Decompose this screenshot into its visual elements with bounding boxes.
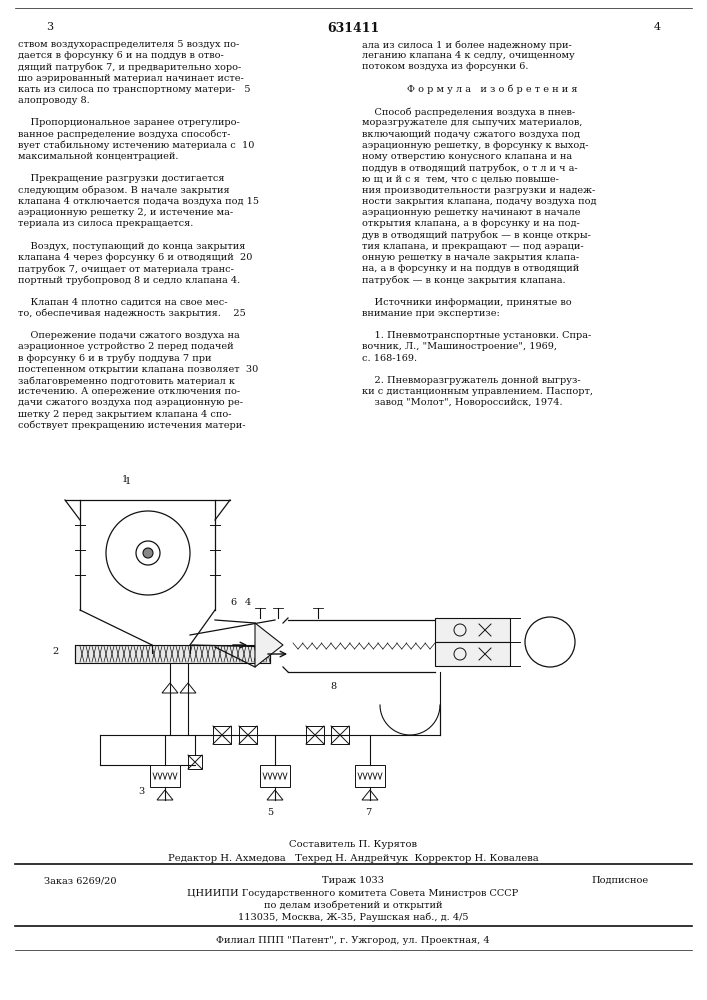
Text: 3: 3 bbox=[47, 22, 54, 32]
Text: вочник, Л., "Машиностроение", 1969,: вочник, Л., "Машиностроение", 1969, bbox=[362, 342, 557, 351]
Polygon shape bbox=[255, 623, 283, 667]
Bar bbox=[260, 765, 290, 787]
Text: леганию клапана 4 к седлу, очищенному: леганию клапана 4 к седлу, очищенному bbox=[362, 51, 575, 60]
Text: 1: 1 bbox=[122, 475, 128, 484]
Text: 5: 5 bbox=[267, 808, 273, 817]
Text: Источники информации, принятые во: Источники информации, принятые во bbox=[362, 298, 572, 307]
Bar bbox=[435, 642, 510, 666]
Text: онную решетку в начале закрытия клапа-: онную решетку в начале закрытия клапа- bbox=[362, 253, 579, 262]
Text: аэрационную решетку начинают в начале: аэрационную решетку начинают в начале bbox=[362, 208, 580, 217]
Text: Прекращение разгрузки достигается: Прекращение разгрузки достигается bbox=[18, 174, 225, 183]
Text: Редактор Н. Ахмедова   Техред Н. Андрейчук  Корректор Н. Ковалева: Редактор Н. Ахмедова Техред Н. Андрейчук… bbox=[168, 854, 538, 863]
Text: Способ распределения воздуха в пнев-: Способ распределения воздуха в пнев- bbox=[362, 107, 575, 117]
Bar bbox=[355, 765, 385, 787]
Bar bbox=[306, 726, 324, 744]
Text: постепенном открытии клапана позволяет  30: постепенном открытии клапана позволяет 3… bbox=[18, 365, 258, 374]
Text: 8: 8 bbox=[330, 682, 336, 691]
Text: в форсунку 6 и в трубу поддува 7 при: в форсунку 6 и в трубу поддува 7 при bbox=[18, 354, 211, 363]
Text: алопроводу 8.: алопроводу 8. bbox=[18, 96, 90, 105]
Text: Опережение подачи сжатого воздуха на: Опережение подачи сжатого воздуха на bbox=[18, 331, 240, 340]
Text: ния производительности разгрузки и надеж-: ния производительности разгрузки и надеж… bbox=[362, 186, 595, 195]
Text: патрубок — в конце закрытия клапана.: патрубок — в конце закрытия клапана. bbox=[362, 275, 566, 285]
Text: Ф о р м у л а   и з о б р е т е н и я: Ф о р м у л а и з о б р е т е н и я bbox=[407, 85, 577, 94]
Text: 3: 3 bbox=[138, 787, 144, 796]
Text: ала из силоса 1 и более надежному при-: ала из силоса 1 и более надежному при- bbox=[362, 40, 572, 49]
Bar bbox=[213, 726, 231, 744]
Text: ности закрытия клапана, подачу воздуха под: ности закрытия клапана, подачу воздуха п… bbox=[362, 197, 597, 206]
Text: Тираж 1033: Тираж 1033 bbox=[322, 876, 384, 885]
Text: 4: 4 bbox=[245, 598, 251, 607]
Text: внимание при экспертизе:: внимание при экспертизе: bbox=[362, 309, 500, 318]
Text: поддув в отводящий патрубок, о т л и ч а-: поддув в отводящий патрубок, о т л и ч а… bbox=[362, 163, 578, 173]
Text: Филиал ППП "Патент", г. Ужгород, ул. Проектная, 4: Филиал ППП "Патент", г. Ужгород, ул. Про… bbox=[216, 936, 490, 945]
Text: териала из силоса прекращается.: териала из силоса прекращается. bbox=[18, 219, 194, 228]
Text: дачи сжатого воздуха под аэрационную ре-: дачи сжатого воздуха под аэрационную ре- bbox=[18, 398, 243, 407]
Text: вует стабильному истечению материала с  10: вует стабильному истечению материала с 1… bbox=[18, 141, 255, 150]
Text: аэрационное устройство 2 перед подачей: аэрационное устройство 2 перед подачей bbox=[18, 342, 233, 351]
Text: дящий патрубок 7, и предварительно хоро-: дящий патрубок 7, и предварительно хоро- bbox=[18, 62, 241, 72]
Text: максимальной концентрацией.: максимальной концентрацией. bbox=[18, 152, 178, 161]
Bar bbox=[75, 645, 270, 663]
Text: 4: 4 bbox=[653, 22, 660, 32]
Bar bbox=[239, 726, 257, 744]
Text: 2: 2 bbox=[52, 647, 58, 656]
Text: истечению. А опережение отключения по-: истечению. А опережение отключения по- bbox=[18, 387, 240, 396]
Text: 1. Пневмотранспортные установки. Спра-: 1. Пневмотранспортные установки. Спра- bbox=[362, 331, 591, 340]
Text: ному отверстию конусного клапана и на: ному отверстию конусного клапана и на bbox=[362, 152, 572, 161]
Text: Пропорциональное заранее отрегулиро-: Пропорциональное заранее отрегулиро- bbox=[18, 118, 240, 127]
Text: дув в отводящий патрубок — в конце откры-: дув в отводящий патрубок — в конце откры… bbox=[362, 230, 591, 240]
Text: тия клапана, и прекращают — под аэраци-: тия клапана, и прекращают — под аэраци- bbox=[362, 242, 583, 251]
Text: ЦНИИПИ Государственного комитета Совета Министров СССР: ЦНИИПИ Государственного комитета Совета … bbox=[187, 889, 519, 898]
Text: открытия клапана, а в форсунку и на под-: открытия клапана, а в форсунку и на под- bbox=[362, 219, 580, 228]
Text: клапана 4 через форсунку 6 и отводящий  20: клапана 4 через форсунку 6 и отводящий 2… bbox=[18, 253, 252, 262]
Text: Подписное: Подписное bbox=[592, 876, 648, 885]
Text: Воздух, поступающий до конца закрытия: Воздух, поступающий до конца закрытия bbox=[18, 242, 245, 251]
Circle shape bbox=[143, 548, 153, 558]
Text: 1: 1 bbox=[125, 477, 132, 486]
Text: портный трубопровод 8 и седло клапана 4.: портный трубопровод 8 и седло клапана 4. bbox=[18, 275, 240, 285]
Text: включающий подачу сжатого воздуха под: включающий подачу сжатого воздуха под bbox=[362, 130, 580, 139]
Bar bbox=[435, 618, 510, 642]
Text: моразгружателе для сыпучих материалов,: моразгружателе для сыпучих материалов, bbox=[362, 118, 583, 127]
Text: аэрационную решетку 2, и истечение ма-: аэрационную решетку 2, и истечение ма- bbox=[18, 208, 233, 217]
Bar bbox=[150, 765, 180, 787]
Text: 6: 6 bbox=[230, 598, 236, 607]
Text: шетку 2 перед закрытием клапана 4 спо-: шетку 2 перед закрытием клапана 4 спо- bbox=[18, 410, 231, 419]
Text: то, обеспечивая надежность закрытия.    25: то, обеспечивая надежность закрытия. 25 bbox=[18, 309, 246, 318]
Text: Составитель П. Курятов: Составитель П. Курятов bbox=[289, 840, 417, 849]
Text: 631411: 631411 bbox=[327, 22, 379, 35]
Text: по делам изобретений и открытий: по делам изобретений и открытий bbox=[264, 901, 443, 910]
Text: 2. Пневморазгружатель донной выгруз-: 2. Пневморазгружатель донной выгруз- bbox=[362, 376, 580, 385]
Text: патрубок 7, очищает от материала транс-: патрубок 7, очищает от материала транс- bbox=[18, 264, 234, 273]
Text: ством воздухораспределителя 5 воздух по-: ством воздухораспределителя 5 воздух по- bbox=[18, 40, 239, 49]
Text: на, а в форсунку и на поддув в отводящий: на, а в форсунку и на поддув в отводящий bbox=[362, 264, 579, 273]
Bar bbox=[188, 755, 202, 769]
Text: клапана 4 отключается подача воздуха под 15: клапана 4 отключается подача воздуха под… bbox=[18, 197, 259, 206]
Text: потоком воздуха из форсунки 6.: потоком воздуха из форсунки 6. bbox=[362, 62, 529, 71]
Text: завод "Молот", Новороссийск, 1974.: завод "Молот", Новороссийск, 1974. bbox=[362, 398, 563, 407]
Text: Клапан 4 плотно садится на свое мес-: Клапан 4 плотно садится на свое мес- bbox=[18, 298, 228, 307]
Text: ванное распределение воздуха способст-: ванное распределение воздуха способст- bbox=[18, 130, 230, 139]
Text: 113035, Москва, Ж-35, Раушская наб., д. 4/5: 113035, Москва, Ж-35, Раушская наб., д. … bbox=[238, 913, 468, 922]
Bar bbox=[331, 726, 349, 744]
Text: аэрационную решетку, в форсунку к выход-: аэрационную решетку, в форсунку к выход- bbox=[362, 141, 588, 150]
Text: шо аэрированный материал начинает исте-: шо аэрированный материал начинает исте- bbox=[18, 74, 244, 83]
Text: кать из силоса по транспортному матери-   5: кать из силоса по транспортному матери- … bbox=[18, 85, 250, 94]
Text: ю щ и й с я  тем, что с целью повыше-: ю щ и й с я тем, что с целью повыше- bbox=[362, 174, 559, 183]
Text: с. 168-169.: с. 168-169. bbox=[362, 354, 417, 363]
Text: 7: 7 bbox=[365, 808, 371, 817]
Text: ки с дистанционным управлением. Паспорт,: ки с дистанционным управлением. Паспорт, bbox=[362, 387, 593, 396]
Text: дается в форсунку 6 и на поддув в отво-: дается в форсунку 6 и на поддув в отво- bbox=[18, 51, 223, 60]
Text: Заказ 6269/20: Заказ 6269/20 bbox=[44, 876, 116, 885]
Text: заблаговременно подготовить материал к: заблаговременно подготовить материал к bbox=[18, 376, 235, 385]
Text: следующим образом. В начале закрытия: следующим образом. В начале закрытия bbox=[18, 186, 230, 195]
Text: собствует прекращению истечения матери-: собствует прекращению истечения матери- bbox=[18, 421, 245, 430]
